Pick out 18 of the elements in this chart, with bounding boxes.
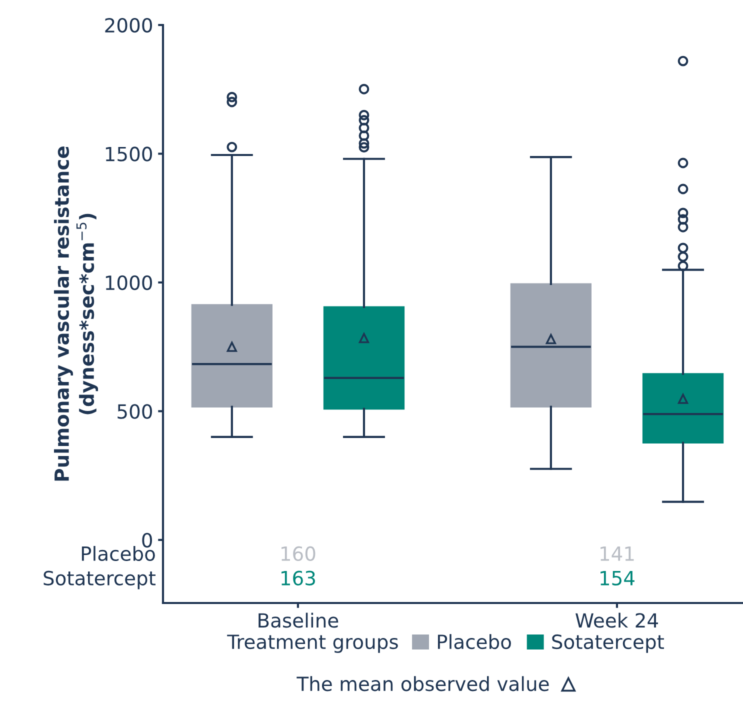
text: Sotatercept	[44, 570, 156, 590]
legend-label: Placebo	[438, 634, 511, 650]
legend-label: Sotatercept	[552, 634, 664, 653]
legend-title: Treatment groups	[227, 634, 398, 653]
annotation: 160	[282, 546, 316, 562]
text: The mean observed value	[296, 676, 549, 692]
text: Placebo	[82, 546, 155, 562]
y-tick-label: 1000	[106, 275, 152, 290]
annotation: 163	[282, 570, 315, 586]
x-tick-label: Baseline	[258, 612, 338, 628]
y-tick-label: 0	[142, 532, 152, 548]
y-tick-label: 1500	[106, 146, 152, 162]
x-tick-label: Week 24	[576, 612, 658, 628]
y-tick-label: 500	[118, 404, 152, 419]
y-tick-label: 2000	[105, 18, 152, 33]
annotation: 141	[600, 546, 634, 561]
annotation: 154	[600, 571, 634, 586]
y-axis-title: Pulmonary vascular resistance (dyness*sec*cm$^{−5}$)	[54, 146, 98, 481]
